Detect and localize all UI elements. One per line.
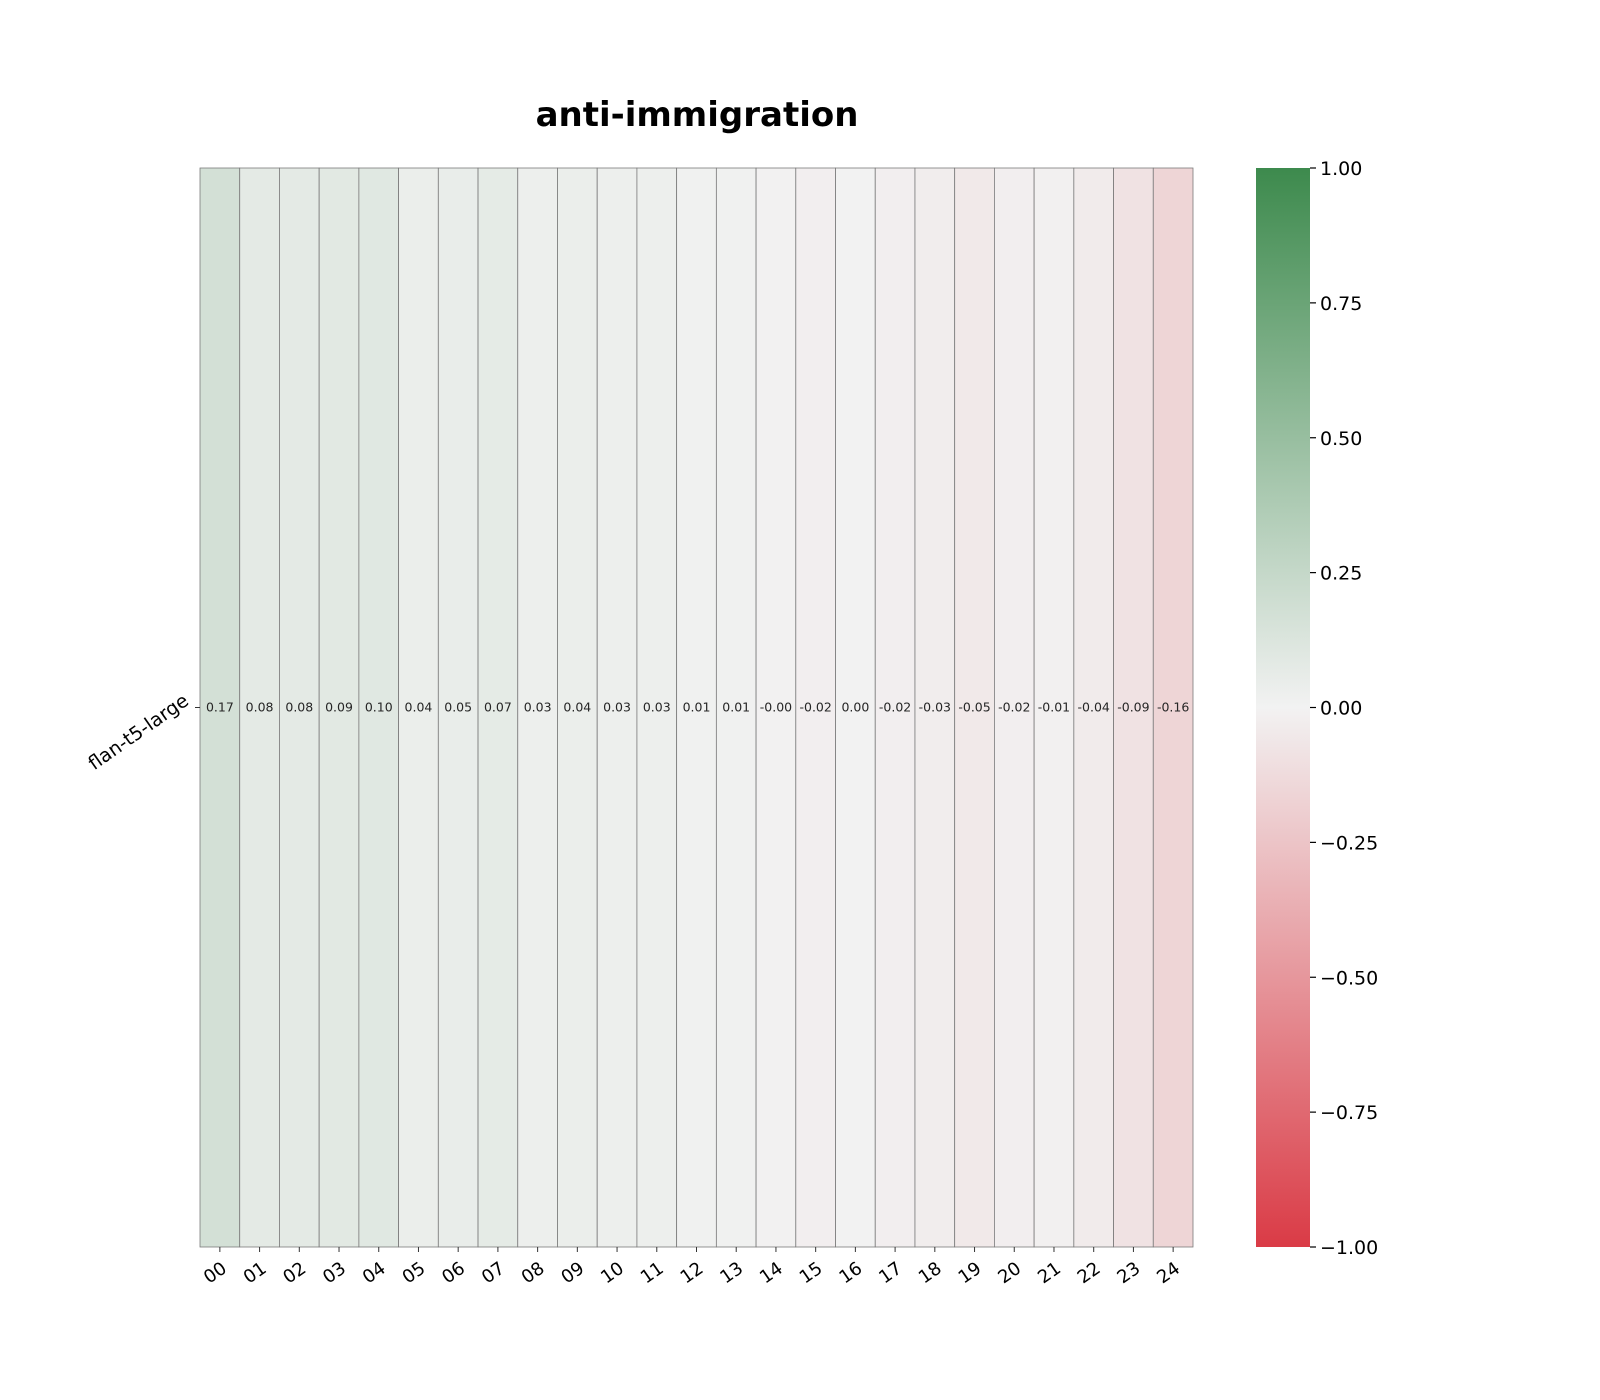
colorbar-tick-label: −0.25	[1320, 832, 1378, 854]
heatmap-cell	[557, 167, 598, 1248]
x-tick-label: 00	[200, 1258, 231, 1288]
heatmap-cell	[835, 167, 876, 1248]
cell-value-label: -0.00	[760, 700, 792, 715]
heatmap-cell	[1073, 167, 1114, 1248]
heatmap-cell	[795, 167, 836, 1248]
y-axis-ticks: flan-t5-large	[84, 690, 200, 775]
cell-value-label: 0.07	[484, 700, 512, 715]
x-tick-label: 18	[915, 1258, 946, 1288]
heatmap-cell	[477, 167, 519, 1248]
colorbar-tick-label: 0.75	[1320, 293, 1362, 315]
x-tick-label: 01	[240, 1258, 271, 1288]
heatmap-cell	[954, 167, 995, 1248]
cell-value-label: -0.09	[1117, 700, 1149, 715]
cell-value-label: 0.05	[444, 700, 472, 715]
x-tick-label: 04	[359, 1258, 390, 1288]
cell-value-label: 0.04	[405, 700, 433, 715]
x-tick-label: 07	[478, 1258, 509, 1288]
cell-value-label: 0.08	[246, 700, 274, 715]
cell-value-label: 0.01	[722, 700, 750, 715]
x-tick-label: 06	[438, 1258, 469, 1288]
cell-value-label: -0.01	[1038, 700, 1070, 715]
cell-value-label: -0.05	[958, 700, 990, 715]
chart-title: anti-immigration	[536, 95, 859, 135]
cell-value-label: -0.03	[919, 700, 951, 715]
colorbar-tick-label: 0.25	[1320, 563, 1362, 585]
cell-value-label: 0.17	[206, 700, 234, 715]
colorbar-tick-label: −0.75	[1320, 1102, 1378, 1124]
x-tick-label: 11	[637, 1258, 668, 1288]
x-tick-label: 23	[1113, 1258, 1144, 1288]
heatmap-cell	[914, 167, 956, 1248]
cell-value-label: 0.01	[683, 700, 711, 715]
heatmap-cell	[715, 167, 757, 1248]
heatmap-cell	[1152, 167, 1194, 1248]
heatmap-cell	[676, 167, 717, 1248]
colorbar-tick-label: −0.50	[1320, 967, 1378, 989]
heatmap-cells	[199, 167, 1194, 1248]
cell-value-label: -0.02	[799, 700, 831, 715]
x-tick-label: 03	[319, 1258, 350, 1288]
heatmap-cell	[1033, 167, 1075, 1248]
cell-value-label: 0.03	[603, 700, 631, 715]
colorbar	[1256, 168, 1310, 1247]
x-tick-label: 21	[1034, 1258, 1065, 1288]
cell-value-label: 0.00	[841, 700, 869, 715]
colorbar-tick-label: 1.00	[1320, 158, 1362, 180]
x-tick-label: 13	[716, 1258, 747, 1288]
y-tick-label: flan-t5-large	[84, 690, 193, 775]
cell-value-label: 0.04	[563, 700, 591, 715]
heatmap-cell	[755, 167, 797, 1248]
x-tick-label: 12	[677, 1258, 708, 1288]
x-tick-label: 24	[1153, 1258, 1184, 1288]
heatmap-cell	[318, 167, 360, 1248]
heatmap-cell	[199, 167, 241, 1248]
x-tick-label: 19	[955, 1258, 986, 1288]
cell-value-label: -0.02	[998, 700, 1030, 715]
cell-value-label: 0.03	[524, 700, 552, 715]
heatmap-cell	[398, 167, 439, 1248]
cell-value-label: 0.08	[285, 700, 313, 715]
colorbar-tick-label: 0.00	[1320, 698, 1362, 720]
cell-value-label: -0.04	[1078, 700, 1110, 715]
colorbar-ticks: 1.00 0.75 0.50 0.25 0.00 −0.25 −0.50 −0.75 −1.00	[1310, 158, 1378, 1259]
cell-value-label: 0.10	[365, 700, 393, 715]
x-tick-label: 02	[279, 1258, 310, 1288]
colorbar-tick-label: −1.00	[1320, 1237, 1378, 1259]
x-tick-label: 15	[796, 1258, 827, 1288]
heatmap-cell	[874, 167, 916, 1248]
cell-value-label: 0.09	[325, 700, 353, 715]
heatmap-cell	[239, 167, 280, 1248]
x-tick-label: 20	[994, 1258, 1025, 1288]
x-tick-label: 22	[1074, 1258, 1105, 1288]
x-axis-ticks: 00 01 02 03 04 05 06 07 08 09 10 11 12 13 14 15 16 17 18 19…	[200, 1247, 1184, 1288]
heatmap-cell	[636, 167, 678, 1248]
x-tick-label: 14	[756, 1258, 787, 1288]
x-tick-label: 08	[518, 1258, 549, 1288]
heatmap-cell	[279, 167, 320, 1248]
cell-labels: 0.17 0.08 0.08 0.09 0.10 0.04 0.05 0.07 0.03 0.04…	[206, 700, 1189, 715]
x-tick-label: 09	[557, 1258, 588, 1288]
cell-value-label: -0.16	[1157, 700, 1189, 715]
x-tick-label: 16	[835, 1258, 866, 1288]
cell-value-label: -0.02	[879, 700, 911, 715]
heatmap-cell	[358, 167, 400, 1248]
x-tick-label: 05	[399, 1258, 430, 1288]
cell-value-label: 0.03	[643, 700, 671, 715]
colorbar-tick-label: 0.50	[1320, 428, 1362, 450]
heatmap-cell	[994, 167, 1035, 1248]
x-tick-label: 10	[597, 1258, 628, 1288]
x-tick-label: 17	[875, 1258, 906, 1288]
